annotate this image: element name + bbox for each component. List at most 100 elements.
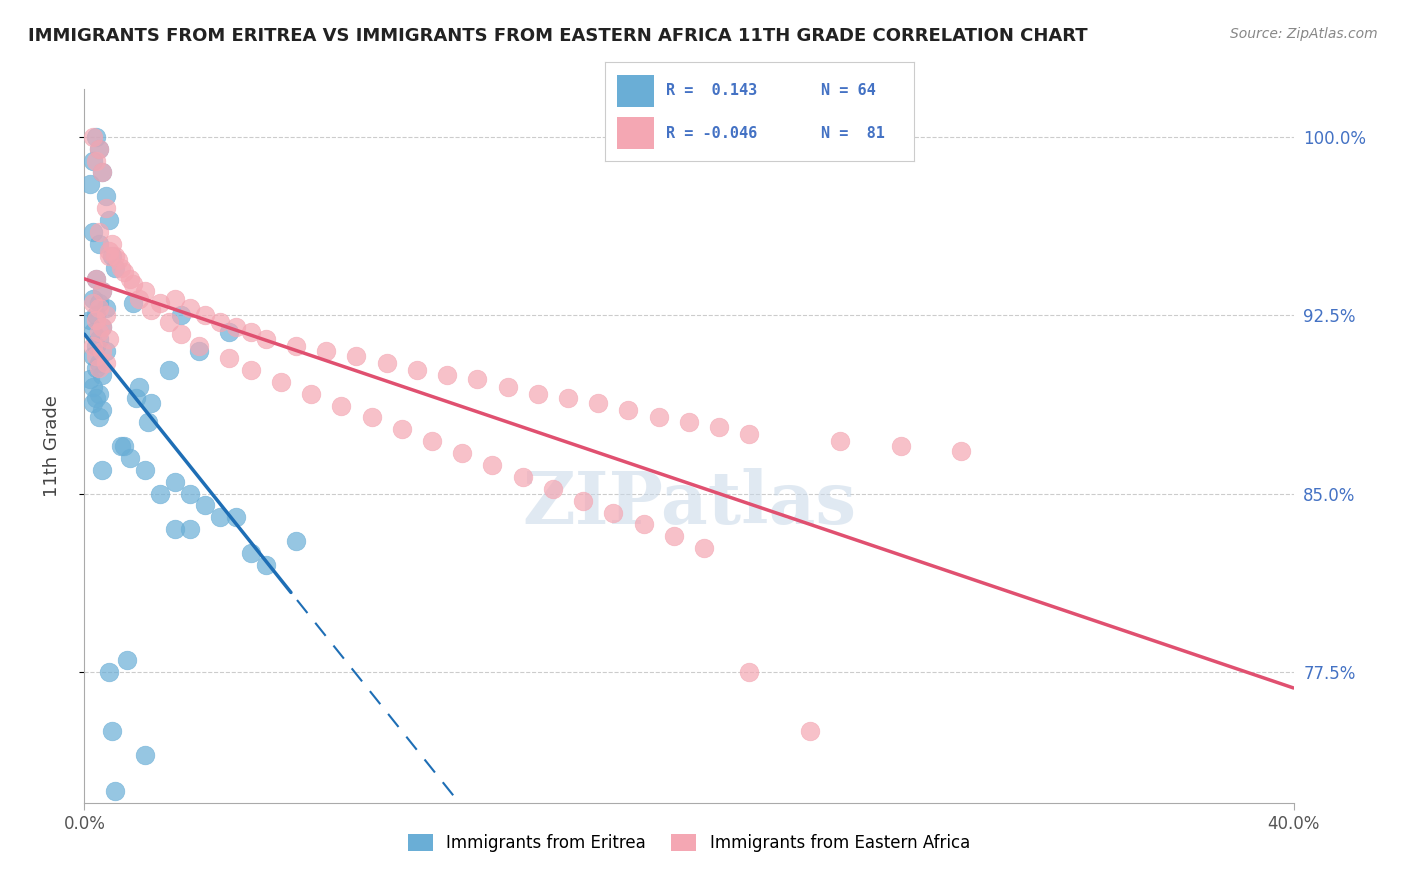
Point: [541, 482, 564, 496]
Point: [602, 506, 624, 520]
Point: [209, 510, 232, 524]
Point: [100, 249, 122, 263]
Point: [950, 443, 973, 458]
Point: [588, 396, 610, 410]
Text: IMMIGRANTS FROM ERITREA VS IMMIGRANTS FROM EASTERN AFRICA 11TH GRADE CORRELATION: IMMIGRANTS FROM ERITREA VS IMMIGRANTS FR…: [28, 27, 1088, 45]
Point: [97, 249, 120, 263]
Point: [91, 285, 114, 299]
Point: [218, 351, 240, 365]
Point: [678, 415, 700, 429]
Legend: Immigrants from Eritrea, Immigrants from Eastern Africa: Immigrants from Eritrea, Immigrants from…: [402, 827, 976, 859]
Point: [82, 292, 104, 306]
Point: [91, 165, 114, 179]
Point: [89, 325, 111, 339]
Point: [86, 360, 108, 375]
Point: [209, 315, 232, 329]
Point: [86, 153, 108, 168]
Point: [572, 493, 595, 508]
Point: [97, 244, 120, 258]
Point: [194, 499, 217, 513]
Point: [91, 320, 114, 334]
Point: [481, 458, 503, 472]
Point: [218, 325, 240, 339]
Point: [97, 213, 120, 227]
Point: [89, 142, 111, 156]
Point: [118, 272, 141, 286]
Point: [406, 363, 429, 377]
Point: [346, 349, 368, 363]
Y-axis label: 11th Grade: 11th Grade: [42, 395, 60, 497]
Point: [82, 349, 104, 363]
Point: [89, 332, 111, 346]
Point: [254, 332, 277, 346]
Point: [330, 399, 353, 413]
Point: [285, 339, 308, 353]
Point: [179, 522, 201, 536]
Point: [179, 486, 201, 500]
Point: [89, 296, 111, 310]
Point: [254, 558, 277, 572]
Point: [648, 410, 671, 425]
Point: [89, 410, 111, 425]
Point: [128, 379, 150, 393]
Point: [115, 653, 138, 667]
Point: [496, 379, 519, 393]
Point: [82, 325, 104, 339]
FancyBboxPatch shape: [617, 118, 654, 149]
Point: [512, 470, 534, 484]
Point: [270, 375, 292, 389]
Text: N =  81: N = 81: [821, 126, 884, 141]
Point: [94, 189, 117, 203]
Point: [89, 301, 111, 315]
Point: [118, 450, 141, 465]
Point: [89, 236, 111, 251]
Point: [139, 303, 162, 318]
Point: [82, 339, 104, 353]
Point: [110, 439, 132, 453]
Point: [86, 392, 108, 406]
Point: [157, 363, 180, 377]
Point: [375, 356, 398, 370]
Point: [94, 343, 117, 358]
Point: [420, 434, 443, 449]
Point: [94, 201, 117, 215]
Point: [91, 320, 114, 334]
Point: [82, 225, 104, 239]
Point: [467, 372, 489, 386]
Point: [633, 517, 655, 532]
Point: [82, 296, 104, 310]
Text: N = 64: N = 64: [821, 83, 876, 98]
Point: [165, 475, 187, 489]
Point: [112, 439, 135, 453]
Point: [285, 534, 308, 549]
Point: [104, 260, 127, 275]
Point: [86, 313, 108, 327]
Point: [693, 541, 716, 556]
Point: [239, 363, 262, 377]
Point: [165, 292, 187, 306]
Point: [239, 325, 262, 339]
Point: [165, 522, 187, 536]
Text: R = -0.046: R = -0.046: [666, 126, 758, 141]
Point: [100, 236, 122, 251]
Point: [89, 356, 111, 370]
Point: [107, 253, 129, 268]
Point: [121, 277, 143, 292]
Point: [709, 420, 731, 434]
Point: [112, 265, 135, 279]
Point: [136, 415, 159, 429]
Point: [128, 292, 150, 306]
Point: [830, 434, 852, 449]
Point: [86, 339, 108, 353]
Point: [94, 308, 117, 322]
Point: [79, 178, 101, 192]
Point: [738, 427, 761, 442]
Point: [360, 410, 382, 425]
Point: [97, 332, 120, 346]
Point: [82, 396, 104, 410]
Point: [179, 301, 201, 315]
FancyBboxPatch shape: [617, 75, 654, 106]
Point: [149, 486, 172, 500]
Point: [157, 315, 180, 329]
Point: [91, 463, 114, 477]
